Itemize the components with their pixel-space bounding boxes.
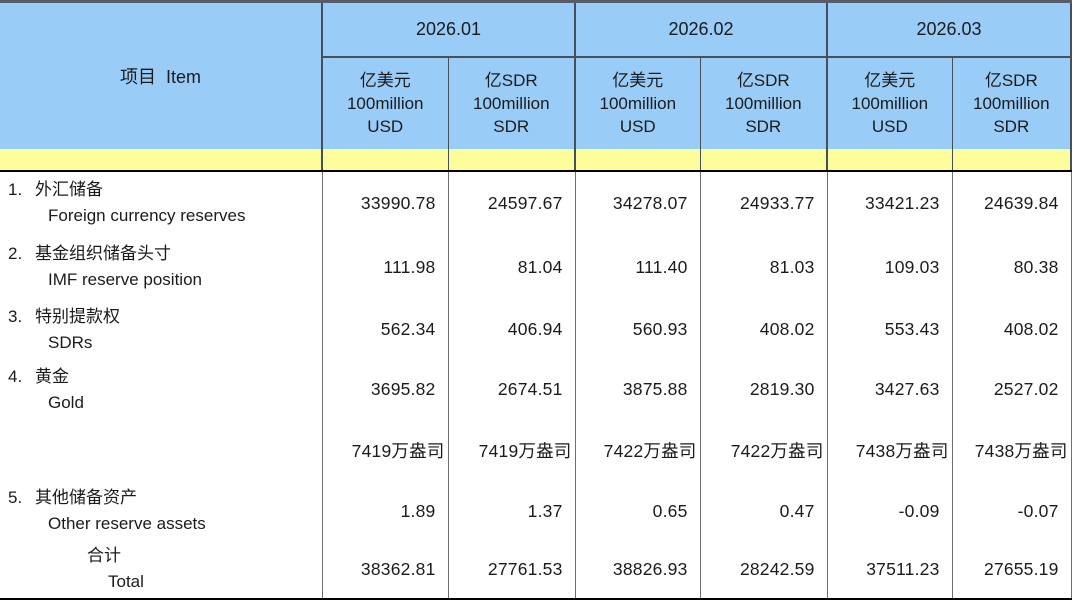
value-cell: 1.37 — [448, 482, 575, 541]
value-cell: 7422万盎司 — [700, 420, 827, 482]
item-label-cell: 1.外汇储备 Foreign currency reserves — [0, 171, 322, 235]
value-cell: 553.43 — [827, 300, 952, 360]
value-cell: 34278.07 — [575, 171, 700, 235]
yellow-band-cell — [952, 149, 1071, 171]
reserve-assets-table: 项目 Item 2026.01 2026.02 2026.03 亿美元 100m… — [0, 0, 1072, 600]
item-label-cell: 5.其他储备资产 Other reserve assets — [0, 482, 322, 541]
table-row: 3.特别提款权 SDRs 562.34 406.94 560.93 408.02… — [0, 300, 1071, 360]
yellow-band-cell — [0, 149, 322, 171]
value-cell: -0.09 — [827, 482, 952, 541]
value-cell: 408.02 — [952, 300, 1071, 360]
value-cell: 81.04 — [448, 235, 575, 300]
value-cell: 2527.02 — [952, 360, 1071, 420]
item-label-cell: 3.特别提款权 SDRs — [0, 300, 322, 360]
value-cell: -0.07 — [952, 482, 1071, 541]
value-cell: 1.89 — [322, 482, 448, 541]
value-cell: 3875.88 — [575, 360, 700, 420]
value-cell: 24933.77 — [700, 171, 827, 235]
value-cell: 111.40 — [575, 235, 700, 300]
value-cell: 406.94 — [448, 300, 575, 360]
value-cell: 7419万盎司 — [448, 420, 575, 482]
value-cell: 24639.84 — [952, 171, 1071, 235]
value-cell: 38362.81 — [322, 541, 448, 599]
month-header-2026-01: 2026.01 — [322, 2, 575, 57]
table-row: 合计 Total 38362.81 27761.53 38826.93 2824… — [0, 541, 1071, 599]
value-cell: 28242.59 — [700, 541, 827, 599]
table-row: 1.外汇储备 Foreign currency reserves 33990.7… — [0, 171, 1071, 235]
value-cell: 408.02 — [700, 300, 827, 360]
table-row: 7419万盎司 7419万盎司 7422万盎司 7422万盎司 7438万盎司 … — [0, 420, 1071, 482]
value-cell: 2674.51 — [448, 360, 575, 420]
item-label-cell: 合计 Total — [0, 541, 322, 599]
yellow-band-cell — [322, 149, 448, 171]
value-cell: 2819.30 — [700, 360, 827, 420]
value-cell: 0.47 — [700, 482, 827, 541]
item-label-cell: 4.黄金 Gold — [0, 360, 322, 420]
value-cell: 7422万盎司 — [575, 420, 700, 482]
table-body: 1.外汇储备 Foreign currency reserves 33990.7… — [0, 171, 1071, 599]
unit-header-sdr-mar: 亿SDR 100million SDR — [952, 57, 1071, 149]
value-cell: 24597.67 — [448, 171, 575, 235]
month-header-row: 项目 Item 2026.01 2026.02 2026.03 — [0, 2, 1071, 57]
value-cell: 27761.53 — [448, 541, 575, 599]
item-label-cell: 2.基金组织储备头寸 IMF reserve position — [0, 235, 322, 300]
value-cell: 560.93 — [575, 300, 700, 360]
value-cell: 33990.78 — [322, 171, 448, 235]
value-cell: 7438万盎司 — [952, 420, 1071, 482]
unit-header-sdr-feb: 亿SDR 100million SDR — [700, 57, 827, 149]
month-header-2026-03: 2026.03 — [827, 2, 1071, 57]
table-row: 4.黄金 Gold 3695.82 2674.51 3875.88 2819.3… — [0, 360, 1071, 420]
value-cell: 562.34 — [322, 300, 448, 360]
yellow-band-cell — [448, 149, 575, 171]
table-row: 2.基金组织储备头寸 IMF reserve position 111.98 8… — [0, 235, 1071, 300]
official-reserve-assets-page: 项目 Item 2026.01 2026.02 2026.03 亿美元 100m… — [0, 0, 1076, 613]
yellow-band-cell — [827, 149, 952, 171]
unit-header-sdr-jan: 亿SDR 100million SDR — [448, 57, 575, 149]
month-header-2026-02: 2026.02 — [575, 2, 827, 57]
item-column-header: 项目 Item — [0, 2, 322, 149]
yellow-band-cell — [575, 149, 700, 171]
item-label-cell — [0, 420, 322, 482]
unit-header-usd-mar: 亿美元 100million USD — [827, 57, 952, 149]
value-cell: 3695.82 — [322, 360, 448, 420]
value-cell: 3427.63 — [827, 360, 952, 420]
value-cell: 27655.19 — [952, 541, 1071, 599]
unit-header-usd-jan: 亿美元 100million USD — [322, 57, 448, 149]
value-cell: 38826.93 — [575, 541, 700, 599]
value-cell: 37511.23 — [827, 541, 952, 599]
yellow-band-cell — [700, 149, 827, 171]
yellow-separator-row — [0, 149, 1071, 171]
table-row: 5.其他储备资产 Other reserve assets 1.89 1.37 … — [0, 482, 1071, 541]
value-cell: 33421.23 — [827, 171, 952, 235]
value-cell: 7438万盎司 — [827, 420, 952, 482]
value-cell: 111.98 — [322, 235, 448, 300]
unit-header-usd-feb: 亿美元 100million USD — [575, 57, 700, 149]
value-cell: 0.65 — [575, 482, 700, 541]
value-cell: 109.03 — [827, 235, 952, 300]
value-cell: 7419万盎司 — [322, 420, 448, 482]
value-cell: 81.03 — [700, 235, 827, 300]
value-cell: 80.38 — [952, 235, 1071, 300]
